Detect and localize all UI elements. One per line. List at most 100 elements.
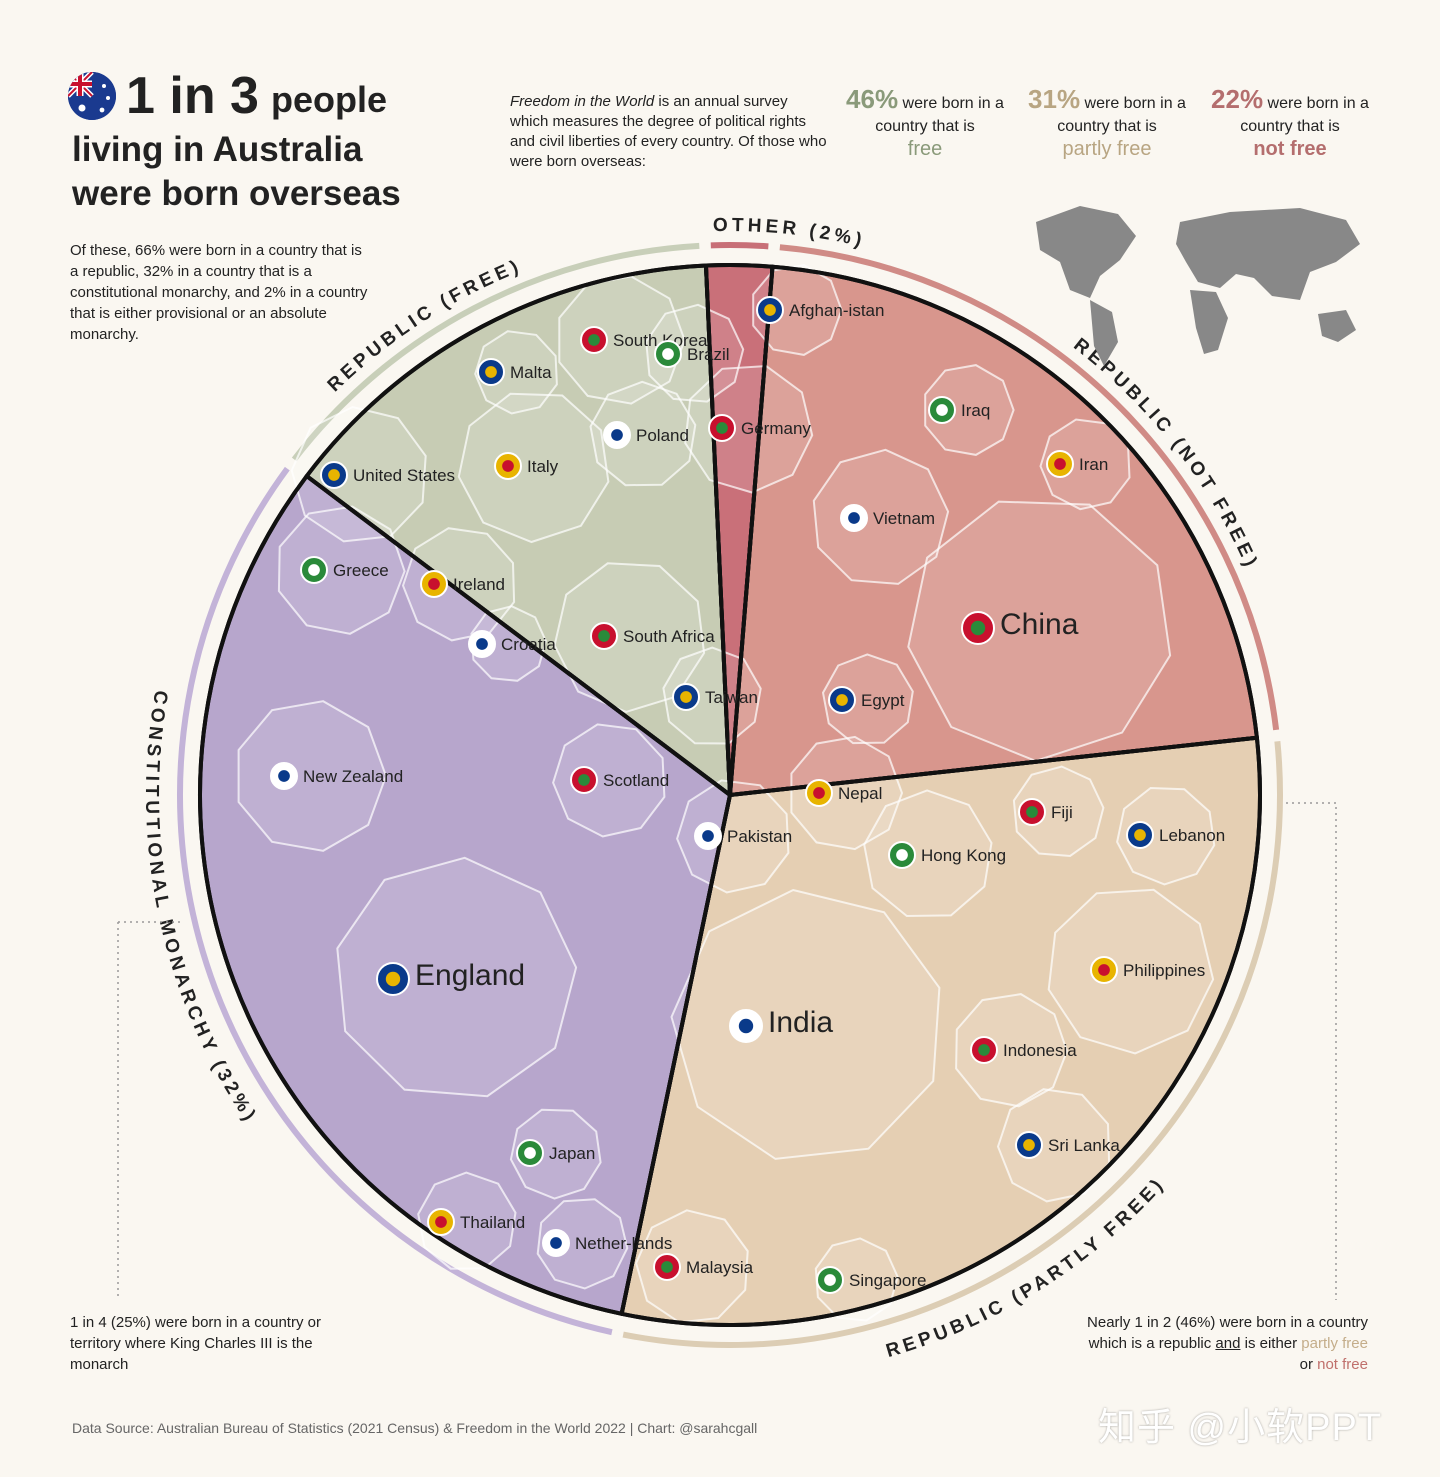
country-label: Singapore (816, 1266, 927, 1294)
country-cell (417, 1171, 517, 1270)
flag-emblem (936, 404, 948, 416)
country-cell (1039, 418, 1131, 511)
country-label: China (961, 608, 1079, 645)
country-cell (645, 303, 745, 403)
flag-emblem (588, 334, 600, 346)
country-label: Poland (603, 421, 689, 449)
country-name: Fiji (1051, 803, 1073, 822)
flag-emblem (578, 774, 590, 786)
slice-border (728, 264, 1259, 797)
flag-emblem (278, 770, 290, 782)
country-label: Iraq (928, 396, 990, 424)
segment-arc (779, 244, 1280, 731)
flag-emblem (598, 630, 610, 642)
watermark: 知乎 @小软PPT (1098, 1407, 1383, 1449)
country-name: New Zealand (303, 767, 403, 786)
flag-emblem (738, 1018, 754, 1034)
leader-line-left (117, 921, 180, 1300)
country-cell (290, 405, 427, 543)
leader-line-right (1286, 802, 1337, 1300)
slice-border (619, 735, 1262, 1327)
flag-emblem (680, 691, 692, 703)
country-name: Iran (1079, 455, 1108, 474)
title-block: 1 in 3 people living in Australia were b… (68, 64, 498, 216)
country-cell (790, 735, 904, 851)
country-cell (1047, 888, 1215, 1055)
country-label: Egypt (828, 686, 905, 714)
survey-description: Freedom in the World is an annual survey… (510, 93, 827, 170)
country-label: Malaysia (653, 1253, 754, 1281)
flag-emblem (428, 578, 440, 590)
flag-emblem (611, 429, 623, 441)
country-name: Malaysia (686, 1258, 754, 1277)
flag-emblem (1026, 806, 1038, 818)
country-name: China (1000, 608, 1079, 641)
country-cell (474, 330, 558, 415)
country-cell (812, 448, 950, 585)
country-label: Taiwan (672, 683, 758, 711)
country-name: Japan (549, 1144, 595, 1163)
country-name: Singapore (849, 1271, 927, 1290)
country-cell (1012, 765, 1105, 858)
country-cell (863, 789, 993, 918)
country-name: Hong Kong (921, 846, 1006, 865)
country-name: South Korea (613, 331, 708, 350)
country-label: Hong Kong (888, 841, 1006, 869)
country-name: Lebanon (1159, 826, 1225, 845)
flag-emblem (1098, 964, 1110, 976)
country-name: Thailand (460, 1213, 525, 1232)
country-label: South Korea (580, 326, 708, 354)
country-label: Philippines (1090, 956, 1205, 984)
title-line-2: living in Australia (72, 130, 363, 169)
country-label: Fiji (1018, 798, 1073, 826)
flag-emblem (702, 830, 714, 842)
country-label: Lebanon (1126, 821, 1225, 849)
country-cell (670, 888, 941, 1160)
country-label: England (376, 959, 525, 996)
country-name: India (768, 1006, 833, 1039)
stat-partly-free: 31% were born in a country that is partl… (1028, 84, 1186, 160)
flag-emblem (435, 1216, 447, 1228)
slice-border (304, 263, 732, 797)
note-monarchy: 1 in 4 (25%) were born in a country or t… (70, 1314, 321, 1373)
country-name: Taiwan (705, 688, 758, 707)
intro-text: Of these, 66% were born in a country tha… (70, 242, 368, 343)
flag-emblem (716, 422, 728, 434)
country-label: Brazil (654, 340, 730, 368)
country-label: Sri Lanka (1015, 1131, 1120, 1159)
country-name: South Africa (623, 627, 715, 646)
country-label: Ireland (420, 570, 505, 598)
country-cell (635, 1209, 749, 1324)
title-line-3: were born overseas (72, 174, 401, 213)
country-name: Indonesia (1003, 1041, 1077, 1060)
country-name: Malta (510, 363, 552, 382)
country-cell (821, 653, 914, 745)
country-name: Sri Lanka (1048, 1136, 1120, 1155)
country-cell (924, 364, 1015, 456)
flag-emblem (308, 564, 320, 576)
country-label: Italy (494, 452, 559, 480)
title-line-1: 1 in 3 people (68, 64, 498, 128)
country-cell (536, 1198, 629, 1290)
country-cell (470, 605, 547, 682)
country-name: Iraq (961, 401, 990, 420)
flag-emblem (836, 694, 848, 706)
country-name: Vietnam (873, 509, 935, 528)
country-name: Nepal (838, 784, 882, 803)
note-republic: Nearly 1 in 2 (46%) were born in a count… (1087, 1314, 1368, 1373)
country-name: Brazil (687, 345, 730, 364)
country-name: Afghan-istan (789, 301, 884, 320)
country-name: Scotland (603, 771, 669, 790)
country-cell (814, 1237, 899, 1322)
country-label: United States (320, 461, 455, 489)
cell-layer (237, 264, 1216, 1324)
landmass (1036, 206, 1136, 298)
flag-emblem (1054, 458, 1066, 470)
country-label: Pakistan (694, 822, 792, 850)
country-label: Indonesia (970, 1036, 1077, 1064)
segment-arc (710, 242, 769, 250)
country-cell (553, 562, 706, 713)
landmass (1176, 208, 1360, 300)
country-label: Vietnam (840, 504, 935, 532)
country-name: Egypt (861, 691, 905, 710)
